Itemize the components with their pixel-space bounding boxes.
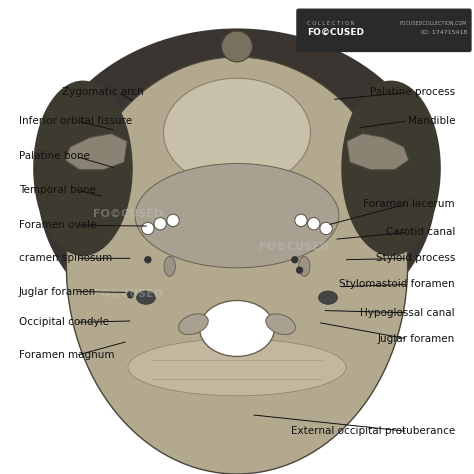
Ellipse shape [299, 256, 310, 276]
Text: Styloid process: Styloid process [376, 253, 455, 264]
Ellipse shape [221, 31, 252, 62]
Ellipse shape [266, 314, 295, 335]
Text: Juglar foramen: Juglar foramen [19, 286, 96, 297]
Text: Zygomatic arch: Zygomatic arch [62, 87, 143, 98]
Text: FO©CUSED: FO©CUSED [259, 241, 329, 252]
FancyBboxPatch shape [296, 9, 472, 52]
Circle shape [296, 267, 303, 273]
Polygon shape [347, 134, 409, 170]
Text: FO©CUSED: FO©CUSED [93, 289, 163, 299]
Ellipse shape [319, 291, 337, 304]
Circle shape [308, 218, 320, 230]
Circle shape [167, 214, 179, 227]
Ellipse shape [135, 164, 339, 268]
Text: Foramen lacerum: Foramen lacerum [364, 199, 455, 209]
Text: cramen spinosum: cramen spinosum [19, 253, 112, 264]
Text: Palatine bone: Palatine bone [19, 151, 90, 162]
Ellipse shape [33, 81, 133, 256]
Text: FO©CUSED: FO©CUSED [93, 208, 163, 219]
Ellipse shape [128, 339, 346, 396]
Ellipse shape [66, 57, 408, 474]
Text: C O L L E C T I O N: C O L L E C T I O N [307, 21, 355, 26]
Text: Foramen magnum: Foramen magnum [19, 350, 114, 361]
Circle shape [292, 256, 298, 263]
Text: Inferior orbital fissure: Inferior orbital fissure [19, 116, 132, 126]
Ellipse shape [38, 28, 436, 351]
Ellipse shape [164, 256, 175, 276]
Text: Hypoglossal canal: Hypoglossal canal [360, 308, 455, 318]
Ellipse shape [164, 78, 310, 187]
Circle shape [145, 256, 151, 263]
Ellipse shape [179, 314, 208, 335]
Circle shape [127, 292, 134, 298]
Ellipse shape [137, 291, 155, 304]
Text: External occipital protuberance: External occipital protuberance [291, 426, 455, 437]
Circle shape [320, 222, 332, 235]
Text: Occipital condyle: Occipital condyle [19, 317, 109, 328]
Text: FOCUSEDCOLLECTION.COM: FOCUSEDCOLLECTION.COM [400, 21, 467, 26]
Text: Temporal bone: Temporal bone [19, 184, 96, 195]
Text: Juglar foramen: Juglar foramen [378, 334, 455, 344]
Circle shape [295, 214, 307, 227]
Ellipse shape [341, 81, 441, 256]
Text: ID: 174715418: ID: 174715418 [420, 30, 467, 35]
Text: Stylomastoid foramen: Stylomastoid foramen [339, 279, 455, 290]
Text: Carotid canal: Carotid canal [386, 227, 455, 237]
Polygon shape [65, 134, 127, 170]
Text: Mandible: Mandible [408, 116, 455, 126]
Ellipse shape [200, 301, 274, 356]
Circle shape [142, 222, 154, 235]
Text: Foramen ovale: Foramen ovale [19, 220, 96, 230]
Text: Palatine process: Palatine process [370, 87, 455, 98]
Circle shape [154, 218, 166, 230]
Text: FO©CUSED: FO©CUSED [307, 28, 364, 36]
